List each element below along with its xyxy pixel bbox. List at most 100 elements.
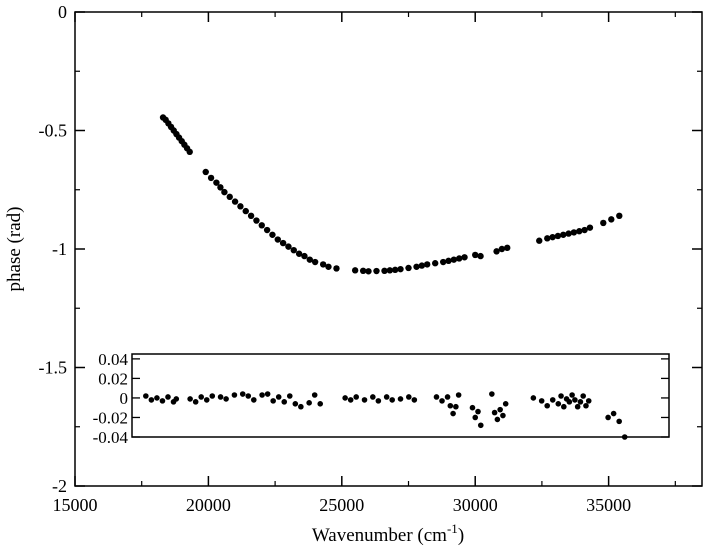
data-point <box>493 248 500 255</box>
inset-data-point <box>209 393 216 399</box>
inset-data-point <box>497 406 503 413</box>
data-point <box>431 260 439 267</box>
x-tick-label: 20000 <box>186 495 231 515</box>
inset-data-point <box>292 401 299 407</box>
data-point <box>608 216 615 223</box>
data-point <box>472 251 479 259</box>
data-point <box>554 232 562 240</box>
data-point <box>439 258 447 266</box>
inset-data-point <box>572 397 578 403</box>
y-axis-title: phase (rad) <box>4 207 25 292</box>
inset-data-point <box>450 410 456 417</box>
data-point <box>295 250 303 257</box>
inset-data-point <box>574 403 581 410</box>
inset-data-point <box>281 399 288 405</box>
data-point <box>373 267 380 275</box>
data-point <box>301 252 308 260</box>
main-plot: 15000 20000 25000 30000 35000 0-0.5-1-1.5-2 … <box>4 2 703 546</box>
inset-data-point <box>477 422 484 429</box>
inset-y-tick-label: -0.04 <box>93 428 129 447</box>
data-point <box>202 168 209 176</box>
inset-data-point <box>223 396 229 402</box>
data-point <box>258 222 265 229</box>
inset-data-point <box>217 394 224 400</box>
inset-data-point <box>433 394 440 400</box>
inset-data-point <box>361 397 368 403</box>
inset-data-point <box>203 397 210 403</box>
data-point <box>186 148 193 156</box>
data-point <box>319 261 327 268</box>
inset-data-point <box>406 394 412 400</box>
inset-data-point <box>173 396 180 402</box>
data-point <box>461 254 468 261</box>
residual-inset: 0.040.020-0.02-0.04 <box>93 350 670 447</box>
inset-data-point <box>530 395 537 401</box>
inset-data-point <box>544 402 551 409</box>
data-point <box>269 231 276 238</box>
inset-data-point <box>347 397 354 403</box>
x-axis-title: Wavenumber (cm-1) <box>312 521 464 546</box>
data-point <box>263 226 271 234</box>
inset-data-point <box>270 398 276 404</box>
data-point <box>504 244 511 252</box>
data-point <box>536 237 543 244</box>
inset-data-point <box>198 394 205 400</box>
x-axis-title-superscript: -1 <box>447 521 458 536</box>
data-point <box>325 263 332 270</box>
data-point <box>418 262 426 269</box>
data-point <box>306 256 313 263</box>
x-tick-label: 30000 <box>453 495 498 515</box>
data-point <box>456 255 463 262</box>
inset-data-point <box>286 393 293 399</box>
y-axis: 0 -0.5 -1 -1.5 -2 <box>39 2 702 496</box>
inset-data-point <box>447 402 454 409</box>
inset-data-point <box>298 403 304 410</box>
data-point <box>570 229 578 236</box>
inset-data-point <box>159 398 166 404</box>
data-point <box>247 212 255 220</box>
inset-data-point <box>475 408 481 415</box>
data-point <box>565 230 572 237</box>
data-point <box>549 233 556 241</box>
y-tick-label: 0 <box>58 2 67 22</box>
inset-data-point <box>259 392 265 398</box>
inset-data-point <box>250 397 257 403</box>
inset-data-point <box>143 393 149 399</box>
data-point <box>242 207 249 215</box>
inset-data-point <box>605 414 611 421</box>
data-point <box>279 239 287 247</box>
data-point <box>221 188 228 196</box>
inset-y-tick-label: 0 <box>120 389 129 408</box>
inset-data-point <box>245 393 252 399</box>
data-point <box>381 267 388 275</box>
data-point <box>581 226 588 234</box>
inset-y-axis: 0.040.020-0.02-0.04 <box>93 350 669 447</box>
data-point <box>560 231 567 238</box>
inset-data-point <box>489 391 495 397</box>
inset-data-point <box>353 394 360 400</box>
x-tick-label: 15000 <box>53 495 98 515</box>
data-point <box>365 268 372 275</box>
x-tick-label: 25000 <box>319 495 364 515</box>
data-point <box>576 228 583 235</box>
inset-data-point <box>439 398 445 404</box>
inset-data-point <box>621 434 628 440</box>
inset-data-point <box>306 400 312 406</box>
data-point <box>231 198 239 205</box>
inset-y-tick-label: 0.04 <box>98 350 128 369</box>
data-point <box>237 203 244 210</box>
y-tick-label: -1.5 <box>39 358 68 378</box>
inset-data-point <box>555 401 562 407</box>
data-point <box>544 235 551 242</box>
main-series <box>159 114 623 275</box>
data-point <box>359 267 367 275</box>
data-point <box>290 246 297 254</box>
data-point <box>600 219 607 227</box>
y-tick-label: -0.5 <box>39 121 68 141</box>
y-tick-label: -2 <box>52 476 67 496</box>
inset-data-point <box>187 396 193 402</box>
inset-data-point <box>538 398 545 404</box>
inset-data-point <box>154 395 160 401</box>
data-point <box>207 174 215 182</box>
data-point <box>391 266 399 274</box>
